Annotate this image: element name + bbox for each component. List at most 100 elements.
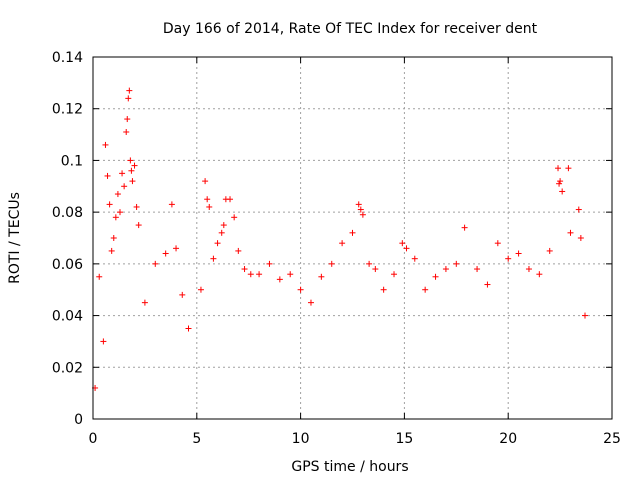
y-tick-label: 0.1 (61, 153, 83, 169)
data-point (125, 95, 132, 102)
data-point (133, 203, 140, 210)
y-tick-label: 0.14 (52, 50, 83, 66)
data-point (494, 240, 501, 247)
data-point (129, 178, 136, 185)
data-point (556, 180, 563, 187)
data-point (422, 286, 429, 293)
x-tick-label: 15 (395, 431, 413, 447)
data-point (135, 222, 142, 229)
data-point (442, 266, 449, 273)
y-tick-label: 0.08 (52, 205, 83, 221)
data-point (128, 167, 135, 174)
data-point (100, 338, 107, 345)
data-point (185, 325, 192, 332)
data-point (131, 162, 138, 169)
data-point (220, 222, 227, 229)
data-point (124, 116, 131, 123)
x-tick-label: 20 (499, 431, 517, 447)
data-point (206, 203, 213, 210)
data-point (276, 276, 283, 283)
data-point (287, 271, 294, 278)
data-point (567, 229, 574, 236)
data-point (96, 273, 103, 280)
data-point (372, 266, 379, 273)
data-point (575, 206, 582, 213)
data-point (432, 273, 439, 280)
y-tick-label: 0.12 (52, 102, 83, 118)
y-tick-label: 0.02 (52, 360, 83, 376)
data-point (399, 240, 406, 247)
data-point (355, 201, 362, 208)
x-tick-label: 10 (292, 431, 310, 447)
data-point (515, 250, 522, 257)
data-point (141, 299, 148, 306)
data-point (227, 196, 234, 203)
x-axis-label: GPS time / hours (291, 459, 408, 475)
grid-lines (93, 57, 612, 419)
data-point (152, 260, 159, 267)
data-point (357, 206, 364, 213)
data-point (112, 214, 119, 221)
y-tick-label: 0.04 (52, 309, 83, 325)
data-point (210, 255, 217, 262)
data-point (536, 271, 543, 278)
data-point (108, 247, 115, 254)
data-point (202, 178, 209, 185)
data-point (116, 209, 123, 216)
data-point (102, 141, 109, 148)
data-point (123, 128, 130, 135)
data-point (453, 260, 460, 267)
data-point (366, 260, 373, 267)
data-point (559, 188, 566, 195)
axis-ticks (92, 56, 613, 420)
data-point (247, 271, 254, 278)
data-point (307, 299, 314, 306)
data-point (461, 224, 468, 231)
data-point (173, 245, 180, 252)
data-point (231, 214, 238, 221)
data-point (119, 170, 126, 177)
data-point (218, 229, 225, 236)
data-point (179, 291, 186, 298)
data-point (214, 240, 221, 247)
x-tick-label: 0 (89, 431, 98, 447)
data-point (359, 211, 366, 218)
data-point (555, 165, 562, 172)
data-point (162, 250, 169, 257)
data-point (127, 157, 134, 164)
data-point (235, 247, 242, 254)
data-point (505, 255, 512, 262)
data-point (121, 183, 128, 190)
y-axis-label: ROTI / TECUs (7, 192, 23, 284)
data-point (565, 165, 572, 172)
data-point (266, 260, 273, 267)
data-point (474, 266, 481, 273)
data-point (411, 255, 418, 262)
data-point (168, 201, 175, 208)
data-point (380, 286, 387, 293)
data-point (582, 312, 589, 319)
data-point (110, 235, 117, 241)
chart-title: Day 166 of 2014, Rate Of TEC Index for r… (163, 21, 538, 37)
y-tick-label: 0 (74, 412, 83, 428)
data-point (349, 229, 356, 236)
data-point (525, 266, 532, 273)
data-point (403, 245, 410, 252)
data-point (104, 172, 111, 179)
data-points (92, 87, 589, 391)
data-point (339, 240, 346, 247)
data-point (197, 286, 204, 293)
data-point (114, 191, 121, 198)
tick-labels: 0 5 10 15 20 25 0 0.02 0.04 0.06 0.08 0.1 0.12 0.14 (52, 50, 621, 447)
y-tick-label: 0.06 (52, 257, 83, 273)
plot-frame (92, 56, 613, 420)
data-point (577, 235, 584, 241)
data-point (391, 271, 398, 278)
data-point (297, 286, 304, 293)
data-point (557, 178, 564, 185)
x-tick-label: 5 (192, 431, 201, 447)
data-point (546, 247, 553, 254)
data-point (126, 87, 133, 94)
x-tick-label: 25 (603, 431, 621, 447)
